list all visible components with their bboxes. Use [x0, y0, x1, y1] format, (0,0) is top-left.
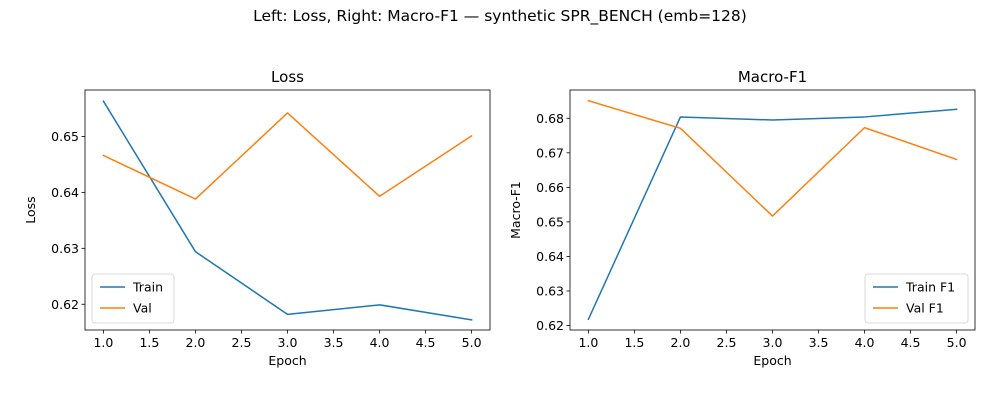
macro-f1-y-axis-label: Macro-F1 — [508, 181, 523, 239]
macro-f1-y-tick-label: 0.67 — [536, 145, 564, 160]
macro-f1-y-tick-label: 0.65 — [536, 214, 564, 229]
loss-y-tick-label: 0.62 — [51, 297, 79, 312]
macro-f1-legend: Train F1 Val F1 — [864, 273, 969, 324]
loss-x-tick-label: 4.5 — [416, 335, 436, 350]
macro-f1-y-tick-label: 0.68 — [536, 111, 564, 126]
loss-legend-label: Val — [133, 301, 152, 316]
macro-f1-x-axis-label: Epoch — [753, 353, 791, 368]
macro-f1-legend-label: Train F1 — [905, 280, 955, 295]
loss-x-tick-label: 3.5 — [324, 335, 344, 350]
loss-x-tick-label: 1.0 — [93, 335, 113, 350]
macro-f1-x-tick-label: 2.0 — [671, 335, 691, 350]
macro-f1-series-line-train-f1 — [587, 108, 958, 321]
loss-x-tick-label: 2.5 — [232, 335, 252, 350]
loss-series-line-val — [102, 112, 473, 200]
figure-title: Left: Loss, Right: Macro-F1 — synthetic … — [253, 7, 747, 26]
loss-x-tick-label: 3.0 — [278, 335, 298, 350]
loss-x-axis-label: Epoch — [268, 353, 306, 368]
loss-x-tick-label: 2.0 — [186, 335, 206, 350]
macro-f1-x-tick-label: 1.5 — [624, 335, 644, 350]
macro-f1-x-tick-label: 3.0 — [763, 335, 783, 350]
loss-x-tick-label: 1.5 — [139, 335, 159, 350]
loss-chart-title: Loss — [271, 68, 304, 86]
macro-f1-x-tick-label: 3.5 — [809, 335, 829, 350]
macro-f1-x-tick-label: 5.0 — [947, 335, 967, 350]
macro-f1-x-tick-label: 2.5 — [717, 335, 737, 350]
loss-legend: Train Val — [91, 273, 175, 324]
macro-f1-x-tick-label: 1.0 — [578, 335, 598, 350]
macro-f1-y-tick-label: 0.64 — [536, 249, 564, 264]
loss-series-line-train — [102, 100, 473, 321]
loss-y-axis-label: Loss — [23, 196, 38, 223]
macro-f1-y-tick-label: 0.66 — [536, 180, 564, 195]
macro-f1-chart-title: Macro-F1 — [738, 68, 807, 86]
macro-f1-x-tick-label: 4.0 — [855, 335, 875, 350]
macro-f1-y-tick-label: 0.62 — [536, 318, 564, 333]
loss-x-tick-label: 5.0 — [462, 335, 482, 350]
loss-legend-label: Train — [132, 280, 163, 295]
loss-y-tick-label: 0.65 — [51, 129, 79, 144]
loss-chart: 1.0 1.5 2.0 2.5 3.0 3.5 4.0 4.5 5.0 0.62 0.63 0.64 0… — [23, 68, 491, 368]
macro-f1-legend-label: Val F1 — [906, 301, 944, 316]
macro-f1-y-tick-label: 0.63 — [536, 283, 564, 298]
macro-f1-series-line-val-f1 — [587, 99, 958, 217]
macro-f1-chart: 1.0 1.5 2.0 2.5 3.0 3.5 4.0 4.5 5.0 0.62 0.63 0.64 0… — [508, 68, 976, 368]
loss-x-tick-label: 4.0 — [370, 335, 390, 350]
loss-y-tick-label: 0.63 — [51, 241, 79, 256]
loss-y-tick-label: 0.64 — [51, 185, 79, 200]
macro-f1-x-tick-label: 4.5 — [901, 335, 921, 350]
